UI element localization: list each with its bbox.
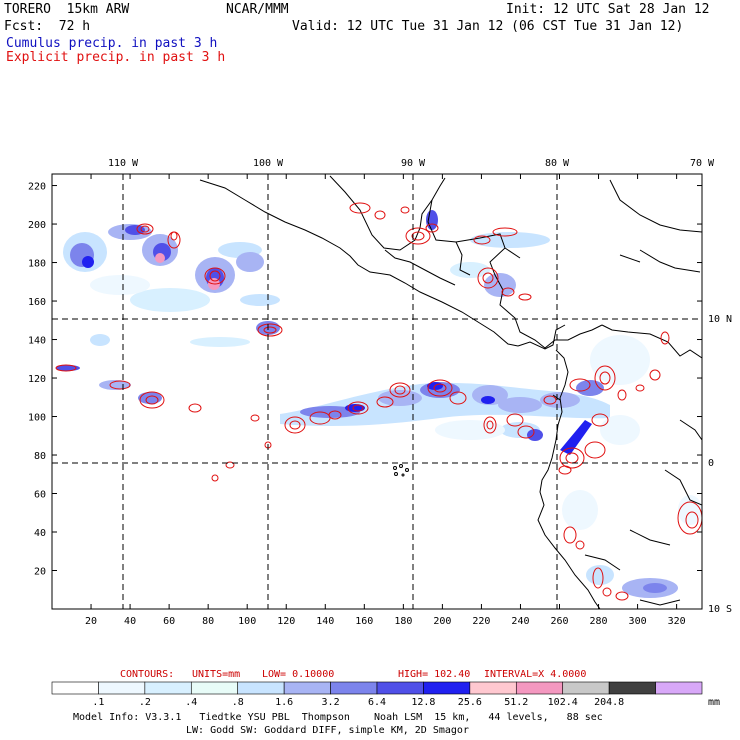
colorbar-swatch: [283, 681, 331, 695]
y-axis-ticks: 20 40 60 80 100 120 140 160 180 200 220: [28, 182, 702, 578]
colorbar-label: 1.6: [275, 697, 293, 708]
x-tick-label: 280: [590, 616, 608, 627]
x-tick-label: 40: [124, 616, 136, 627]
y-tick-label: 160: [28, 297, 46, 308]
colorbar-swatch: [515, 681, 564, 695]
model-title: TORERO 15km ARW: [4, 2, 130, 17]
contour-high: HIGH= 102.40: [398, 669, 470, 680]
lon-label-70w: 70 W: [690, 158, 715, 169]
y-tick-label: 140: [28, 336, 46, 347]
colorbar: [51, 681, 703, 695]
x-axis-ticks: 20 40 60 80 100 120 140 160 180 200 220 240 260 280 30…: [85, 174, 686, 627]
x-tick-label: 300: [629, 616, 647, 627]
y-tick-label: 20: [34, 567, 46, 578]
colorbar-label: 12.8: [411, 697, 435, 708]
colorbar-swatch: [469, 681, 517, 695]
x-tick-label: 260: [550, 616, 568, 627]
lon-label-110w: 110 W: [108, 158, 139, 169]
colorbar-label: .2: [139, 697, 151, 708]
colorbar-labels: .1 .2 .4 .8 1.6 3.2 6.4 12.8 25.6 51.2 102.4 204.8: [92, 697, 624, 708]
x-tick-label: 180: [394, 616, 412, 627]
colorbar-swatch: [655, 681, 703, 695]
footer-physics-info: LW: Godd SW: Goddard DIFF, simple KM, 2D…: [186, 725, 469, 736]
latlon-grid: [52, 174, 702, 609]
x-tick-label: 160: [355, 616, 373, 627]
x-tick-label: 320: [668, 616, 686, 627]
colorbar-label: 102.4: [548, 697, 578, 708]
plot-frame: [51, 173, 703, 610]
x-tick-label: 20: [85, 616, 97, 627]
x-tick-label: 200: [433, 616, 451, 627]
colorbar-label: 25.6: [458, 697, 482, 708]
contour-interval: INTERVAL=X 4.0000: [484, 669, 586, 680]
colorbar-swatch: [98, 681, 146, 695]
colorbar-units: mm: [708, 697, 720, 708]
colorbar-label: 204.8: [594, 697, 624, 708]
colorbar-swatch: [144, 681, 192, 695]
colorbar-swatch: [237, 681, 285, 695]
colorbar-label: 6.4: [368, 697, 386, 708]
lat-label-0: 0: [708, 458, 714, 469]
colorbar-swatch: [330, 681, 378, 695]
lon-label-90w: 90 W: [401, 158, 426, 169]
x-tick-label: 240: [511, 616, 529, 627]
y-tick-label: 180: [28, 259, 46, 270]
y-tick-label: 80: [34, 451, 46, 462]
colorbar-label: 51.2: [504, 697, 528, 708]
y-tick-label: 40: [34, 528, 46, 539]
y-tick-label: 220: [28, 182, 46, 193]
y-tick-label: 100: [28, 413, 46, 424]
colorbar-swatch: [376, 681, 424, 695]
contour-units: UNITS=mm: [192, 669, 240, 680]
org-label: NCAR/MMM: [226, 2, 289, 17]
lon-label-100w: 100 W: [253, 158, 284, 169]
valid-time: Valid: 12 UTC Tue 31 Jan 12 (06 CST Tue …: [292, 19, 684, 34]
legend-cumulus: Cumulus precip. in past 3 h: [6, 36, 218, 51]
lat-label-10n: 10 N: [708, 314, 732, 325]
y-tick-label: 60: [34, 490, 46, 501]
init-time: Init: 12 UTC Sat 28 Jan 12: [506, 2, 710, 17]
lon-label-80w: 80 W: [545, 158, 570, 169]
coastlines: [199, 175, 702, 609]
colorbar-label: .8: [232, 697, 244, 708]
colorbar-swatch: [608, 681, 656, 695]
colorbar-label: 3.2: [322, 697, 340, 708]
x-tick-label: 60: [163, 616, 175, 627]
footer-model-info: Model Info: V3.3.1 Tiedtke YSU PBL Thomp…: [73, 712, 603, 723]
colorbar-label: .1: [92, 697, 104, 708]
y-tick-label: 200: [28, 220, 46, 231]
lat-label-10s: 10 S: [708, 604, 732, 615]
y-tick-label: 120: [28, 374, 46, 385]
x-tick-label: 220: [472, 616, 490, 627]
explicit-precip-contours: [55, 202, 702, 601]
legend-explicit: Explicit precip. in past 3 h: [6, 50, 226, 65]
forecast-hour: Fcst: 72 h: [4, 19, 91, 34]
x-tick-label: 100: [238, 616, 256, 627]
x-tick-label: 140: [316, 616, 334, 627]
colorbar-swatch: [423, 681, 471, 695]
contour-label: CONTOURS:: [120, 669, 174, 680]
x-tick-label: 120: [277, 616, 295, 627]
x-tick-label: 80: [202, 616, 214, 627]
colorbar-swatch: [562, 681, 610, 695]
colorbar-swatch: [51, 681, 99, 695]
contour-low: LOW= 0.10000: [262, 669, 334, 680]
colorbar-label: .4: [185, 697, 197, 708]
colorbar-swatch: [190, 681, 239, 695]
